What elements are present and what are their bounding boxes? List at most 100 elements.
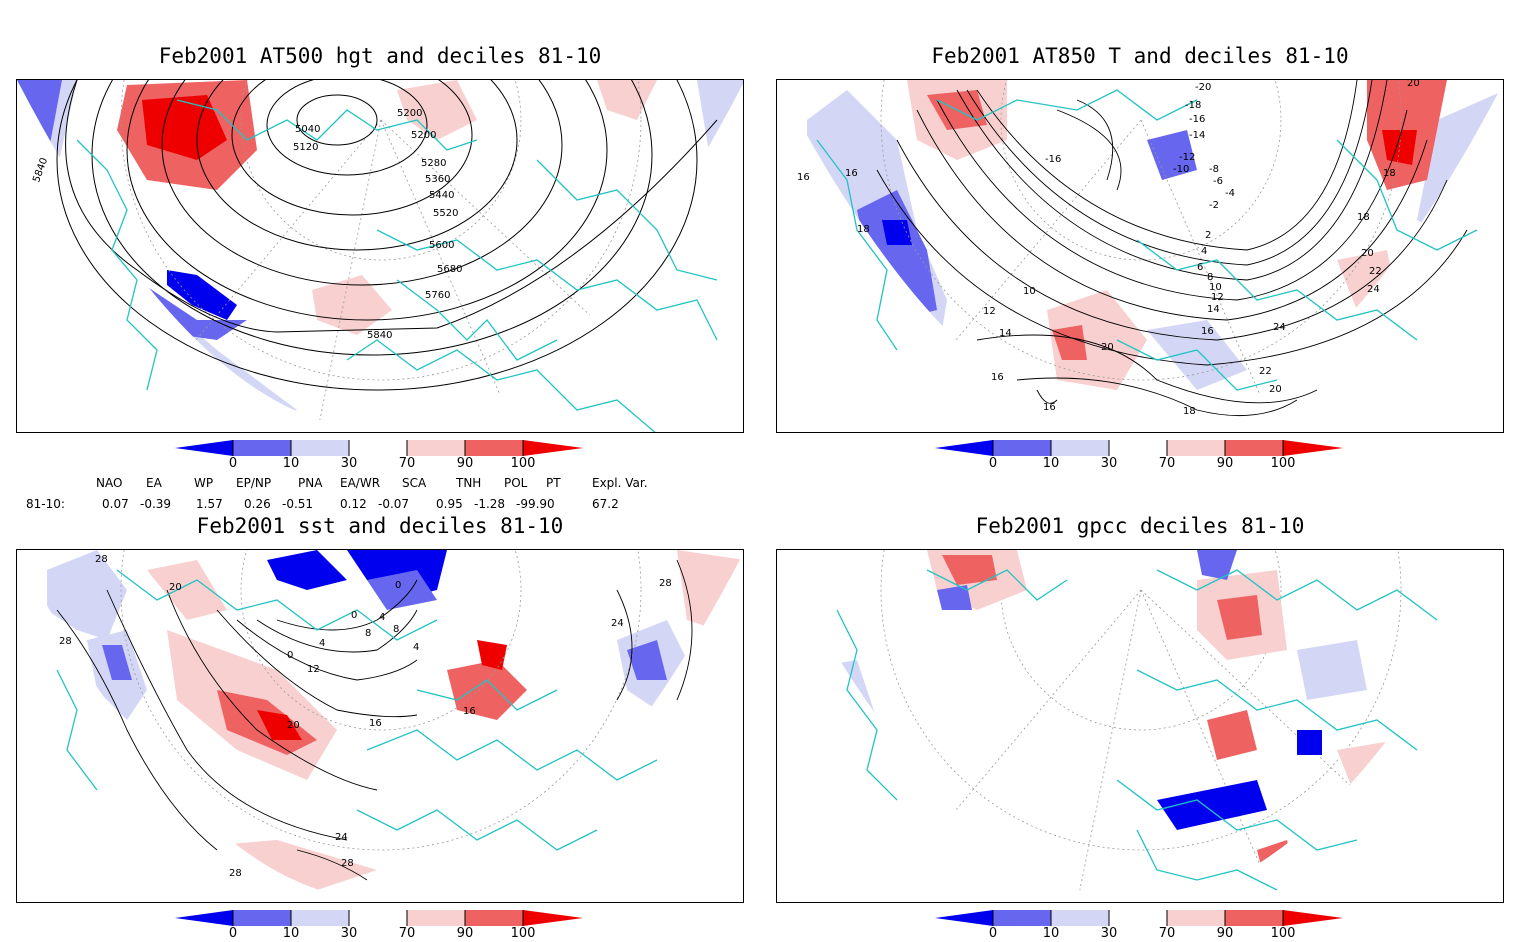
anomaly-shading-blue: [102, 645, 132, 680]
coastline: [1136, 829, 1278, 891]
colorbar-segment: [1051, 910, 1109, 926]
contour-label: 4: [1201, 246, 1207, 257]
coastline: [836, 609, 898, 801]
anomaly-shading-blue: [1197, 550, 1237, 580]
colorbar-segment: [523, 440, 583, 456]
contour-label: 16: [845, 168, 858, 179]
anomaly-shading-blue: [1157, 780, 1267, 830]
contour-label: 20: [169, 582, 182, 593]
colorbar-segment: [993, 910, 1051, 926]
anomaly-shading-blue: [1297, 640, 1367, 700]
anomaly-shading-blue: [267, 550, 347, 590]
anomaly-shading-blue: [1297, 730, 1322, 755]
contour-label: 24: [335, 832, 348, 843]
temperature-contour: [1036, 389, 1058, 404]
colorbar-sst: 0 10 30 70 90 100: [175, 910, 585, 942]
contour-label: -12: [1179, 152, 1195, 163]
height-contour: [296, 94, 378, 146]
colorbar-t850: 0 10 30 70 90 100: [935, 440, 1345, 472]
contour-label: 5280: [421, 158, 446, 169]
contour-label: 24: [1273, 322, 1286, 333]
coastline: [116, 569, 438, 641]
colorbar-tick-label: 90: [1216, 456, 1234, 471]
colorbar-tick-label: 70: [398, 926, 416, 941]
colorbar-segment: [407, 440, 465, 456]
contour-label: 4: [379, 612, 385, 623]
hemisphere-edge: [17, 80, 743, 432]
index-value: 67.2: [592, 497, 619, 511]
latitude-circle: [1000, 80, 1282, 261]
contour-label: 5680: [437, 264, 462, 275]
contour-label: 8: [365, 628, 371, 639]
contour-label: 8: [1207, 272, 1213, 283]
colorbar-segment: [1167, 440, 1225, 456]
coastline: [76, 139, 158, 391]
temperature-contour: [1016, 377, 1298, 417]
anomaly-shading-blue: [937, 585, 972, 610]
contour-label: 14: [1207, 304, 1220, 315]
index-header: TNH: [456, 476, 482, 490]
meridian: [1140, 589, 1476, 902]
latitude-circle: [240, 550, 522, 731]
index-value: 1.57: [196, 497, 223, 511]
contour-label: 18: [1183, 406, 1196, 417]
latitude-circle: [880, 550, 1402, 851]
colorbar-tick-label: 70: [1158, 456, 1176, 471]
latitude-circle: [880, 80, 1402, 381]
colorbar-tick-label: 30: [1100, 456, 1118, 471]
contour-label: 20: [1269, 384, 1282, 395]
coastline: [536, 159, 718, 281]
contour-label: 20: [287, 720, 300, 731]
colorbar-segment: [233, 910, 291, 926]
contour-label: 5840: [367, 330, 392, 341]
coastline: [816, 139, 898, 351]
anomaly-shading-red: [942, 555, 997, 585]
contour-label: 28: [229, 868, 242, 879]
anomaly-shading-blue: [882, 220, 912, 245]
meridian: [316, 119, 382, 432]
index-header: PNA: [298, 476, 323, 490]
colorbar-tick-label: 90: [456, 926, 474, 941]
coastline: [1336, 139, 1478, 251]
index-value: -0.39: [140, 497, 172, 511]
colorbar-segment: [993, 440, 1051, 456]
temperature-contour: [916, 109, 1428, 321]
contour-label: -8: [1209, 164, 1219, 175]
colorbar-tick-label: 100: [510, 456, 536, 471]
index-value: 0.95: [436, 497, 463, 511]
anomaly-shading-blue: [47, 550, 127, 640]
contour-label: 18: [857, 224, 870, 235]
contour-label: 0: [395, 580, 401, 591]
index-value: -99.90: [516, 497, 555, 511]
colorbar-gpcc: 0 10 30 70 90 100: [935, 910, 1345, 942]
sst-contour: [256, 609, 418, 653]
anomaly-shading-blue: [1147, 320, 1247, 390]
panel-title-hgt500: Feb2001 AT500 hgt and deciles 81-10: [158, 44, 602, 68]
index-header: WP: [194, 476, 214, 490]
colorbar-segment: [233, 440, 291, 456]
contour-label: 24: [1367, 284, 1380, 295]
contour-label: 5200: [411, 130, 436, 141]
meridian: [1140, 589, 1277, 902]
anomaly-shading-red: [142, 95, 227, 160]
coastline: [346, 339, 656, 432]
index-header: Expl. Var.: [592, 476, 648, 490]
hemisphere-edge: [17, 550, 743, 902]
map-panel-hgt500: 5040 5120 5200 5200 5280 5360 5440 5520 …: [16, 79, 744, 433]
colorbar-segment: [175, 440, 233, 456]
contour-label: 5200: [397, 108, 422, 119]
index-value: -0.07: [378, 497, 410, 511]
contour-label: 5440: [429, 190, 454, 201]
index-value: 0.12: [340, 497, 367, 511]
temperature-contour: [876, 169, 1468, 366]
colorbar-segment: [349, 440, 407, 456]
sst-contour: [236, 619, 418, 681]
contour-label: 22: [1369, 266, 1382, 277]
index-value: -1.28: [474, 497, 506, 511]
colorbar-tick-label: 0: [988, 456, 998, 471]
coastline: [366, 729, 658, 781]
sst-contour: [616, 589, 633, 701]
anomaly-shading-red: [1382, 130, 1417, 165]
contour-label: 5520: [433, 208, 458, 219]
contour-label: 6: [1197, 262, 1203, 273]
